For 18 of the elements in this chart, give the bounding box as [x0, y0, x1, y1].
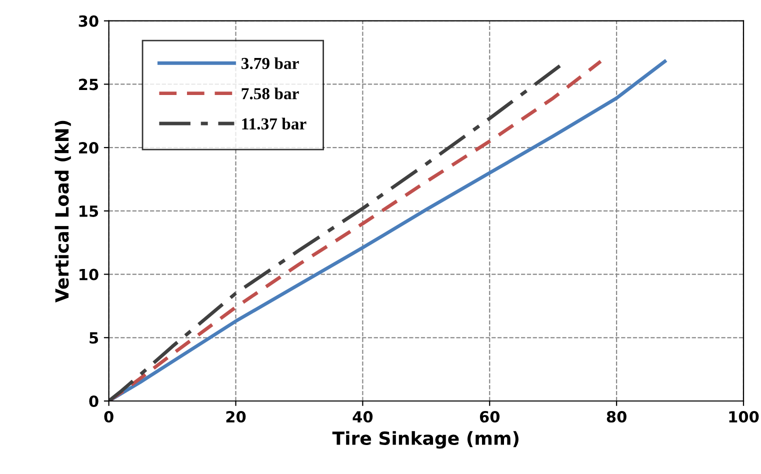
- y-tick-label: 25: [79, 78, 98, 90]
- y-axis-title: Vertical Load (kN): [54, 120, 71, 302]
- y-tick-label: 15: [80, 206, 98, 217]
- y-tick-label: 30: [78, 15, 98, 27]
- y-tick-label: 5: [90, 332, 98, 344]
- legend-label: 3.79 bar: [242, 57, 299, 70]
- y-tick-label: 20: [79, 142, 98, 154]
- x-tick-label: 60: [480, 410, 500, 423]
- x-tick-label: 20: [226, 410, 246, 423]
- y-tick-label: 10: [80, 268, 98, 280]
- x-tick-label: 100: [729, 410, 759, 423]
- x-tick-label: 80: [606, 410, 626, 423]
- legend-label: 7.58 bar: [242, 88, 299, 100]
- legend-label: 11.37 bar: [242, 118, 306, 130]
- x-tick-label: 0: [104, 410, 114, 423]
- x-axis-title: Tire Sinkage (mm): [332, 431, 518, 449]
- y-tick-label: 0: [89, 395, 98, 408]
- x-tick-label: 40: [352, 410, 373, 423]
